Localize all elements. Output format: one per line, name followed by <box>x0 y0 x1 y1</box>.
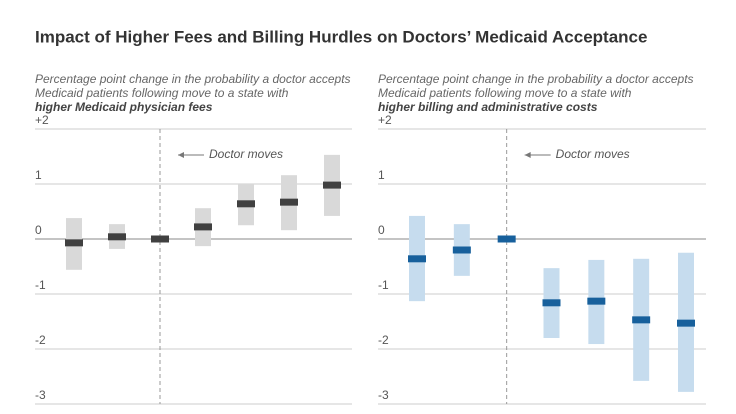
annotation-arrowhead <box>524 152 531 158</box>
estimate <box>65 239 83 247</box>
y-tick-label: -1 <box>35 278 46 292</box>
estimate <box>237 200 255 208</box>
estimate <box>587 297 606 305</box>
estimate <box>677 319 695 327</box>
estimate <box>542 299 561 307</box>
y-tick-label: 1 <box>35 168 42 182</box>
y-tick-label: -3 <box>35 388 46 402</box>
chart-title: Impact of Higher Fees and Billing Hurdle… <box>35 27 647 46</box>
estimate <box>151 235 169 243</box>
y-tick-label: -2 <box>378 333 389 347</box>
estimate <box>497 235 516 243</box>
estimate <box>452 246 471 254</box>
subtitle: Percentage point change in the probabili… <box>35 72 351 86</box>
y-tick-label: -3 <box>378 388 389 402</box>
estimate <box>108 233 126 241</box>
estimate <box>408 255 426 263</box>
annotation: Doctor moves <box>556 147 630 161</box>
y-tick-label: -1 <box>378 278 389 292</box>
subtitle: higher Medicaid physician fees <box>35 100 213 114</box>
y-tick-label: 1 <box>378 168 385 182</box>
subtitle: Medicaid patients following move to a st… <box>378 86 632 100</box>
y-tick-label: +2 <box>35 113 49 127</box>
y-tick-label: 0 <box>35 223 42 237</box>
estimate <box>632 316 651 324</box>
y-tick-label: +2 <box>378 113 392 127</box>
estimate <box>323 181 341 189</box>
subtitle: Percentage point change in the probabili… <box>378 72 694 86</box>
subtitle: higher billing and administrative costs <box>378 100 598 114</box>
y-tick-label: -2 <box>35 333 46 347</box>
estimate <box>280 198 298 206</box>
annotation: Doctor moves <box>209 147 283 161</box>
y-tick-label: 0 <box>378 223 385 237</box>
annotation-arrowhead <box>178 152 184 158</box>
subtitle: Medicaid patients following move to a st… <box>35 86 289 100</box>
estimate <box>194 223 212 231</box>
